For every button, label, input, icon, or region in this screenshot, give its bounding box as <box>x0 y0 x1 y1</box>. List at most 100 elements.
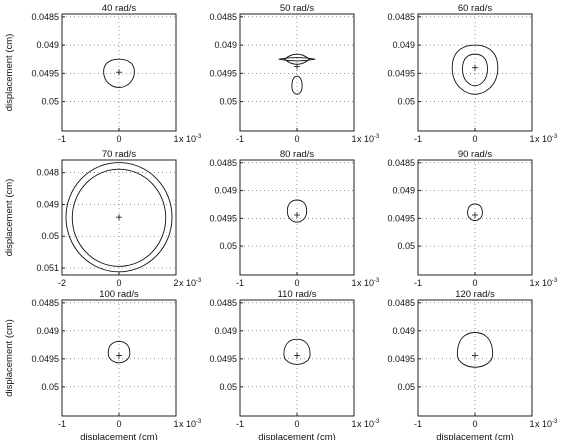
x-exponent-label: x 10-3 <box>179 278 202 288</box>
subplot-title: 80 rad/s <box>280 149 315 160</box>
x-tick-label: 1 <box>173 134 178 144</box>
x-exponent-label: x 10-3 <box>535 419 558 429</box>
y-tick-label: 0.049 <box>36 40 59 50</box>
y-tick-label: 0.05 <box>41 382 59 392</box>
x-tick-label: 1 <box>173 419 178 429</box>
y-tick-label: 0.0485 <box>31 298 59 308</box>
x-tick-label: 0 <box>294 419 299 429</box>
x-exponent-power: -3 <box>374 419 380 425</box>
y-tick-label: 0.0495 <box>209 68 237 78</box>
y-tick-label: 0.049 <box>392 40 415 50</box>
y-tick-label: 0.0485 <box>209 298 237 308</box>
x-tick-label: 1 <box>351 278 356 288</box>
x-axis-label: displacement (cm) <box>258 432 336 440</box>
y-tick-label: 0.0495 <box>31 354 59 364</box>
x-tick-label: 0 <box>294 134 299 144</box>
x-exponent-label: x 10-3 <box>357 419 380 429</box>
x-tick-label: -2 <box>58 278 66 288</box>
subplot-4: -2 0 2 x 10-3 0.048 0.049 0.05 0.051 70 rad/s dis… <box>4 149 202 288</box>
y-tick-label: 0.0495 <box>209 354 237 364</box>
y-tick-label: 0.0485 <box>209 158 237 168</box>
x-exponent-label: x 10-3 <box>535 278 558 288</box>
y-tick-label: 0.05 <box>219 241 237 251</box>
x-exponent-power: -3 <box>196 134 202 140</box>
y-tick-label: 0.0495 <box>387 354 415 364</box>
x-exponent-label: x 10-3 <box>357 134 380 144</box>
y-tick-label: 0.049 <box>392 326 415 336</box>
orbit-curve <box>286 199 308 223</box>
subplot-9: -1 0 1 x 10-3 0.0485 0.049 0.0495 0.05 120 rad/s… <box>387 289 558 440</box>
subplot-title: 70 rad/s <box>102 149 137 160</box>
y-axis-label: displacement (cm) <box>4 179 15 257</box>
y-tick-label: 0.0495 <box>31 68 59 78</box>
subplot-2: -1 0 1 x 10-3 0.0485 0.049 0.0495 0.05 50 rad/s <box>209 3 380 144</box>
x-exponent-power: -3 <box>374 278 380 284</box>
y-tick-label: 0.05 <box>397 241 415 251</box>
y-tick-label: 0.0495 <box>387 213 415 223</box>
x-tick-label: 0 <box>472 278 477 288</box>
subplot-title: 120 rad/s <box>455 289 495 300</box>
orbit-curve <box>278 57 316 62</box>
subplot-6: -1 0 1 x 10-3 0.0485 0.049 0.0495 0.05 90 rad/s <box>387 149 558 288</box>
x-tick-label: 2 <box>173 278 178 288</box>
y-axis-label: displacement (cm) <box>4 319 15 397</box>
y-tick-label: 0.048 <box>36 168 59 178</box>
orbit-curve <box>71 168 167 267</box>
y-tick-label: 0.0495 <box>387 68 415 78</box>
x-tick-label: 0 <box>472 134 477 144</box>
x-tick-label: -1 <box>414 278 422 288</box>
subplot-3: -1 0 1 x 10-3 0.0485 0.049 0.0495 0.05 60 rad/s <box>387 3 558 144</box>
x-tick-label: 0 <box>116 134 121 144</box>
x-exponent-power: -3 <box>196 278 202 284</box>
subplot-8: -1 0 1 x 10-3 0.0485 0.049 0.0495 0.05 110 rad/s… <box>209 289 380 440</box>
x-tick-label: -1 <box>58 419 66 429</box>
subplot-title: 60 rad/s <box>458 3 493 14</box>
subplot-title: 110 rad/s <box>278 289 317 300</box>
x-tick-label: 0 <box>116 419 121 429</box>
x-tick-label: -1 <box>236 134 244 144</box>
y-tick-label: 0.0485 <box>387 298 415 308</box>
x-exponent-power: -3 <box>552 134 558 140</box>
x-tick-label: 1 <box>351 419 356 429</box>
x-exponent-power: -3 <box>552 419 558 425</box>
orbit-curve <box>103 58 135 88</box>
y-tick-label: 0.051 <box>36 263 59 273</box>
y-tick-label: 0.049 <box>214 326 237 336</box>
y-tick-label: 0.049 <box>36 326 59 336</box>
x-axis-label: displacement (cm) <box>80 432 158 440</box>
subplot-title: 50 rad/s <box>280 3 315 14</box>
axes-frame <box>239 13 355 132</box>
subplot-title: 40 rad/s <box>102 3 137 14</box>
orbit-curve <box>291 75 303 95</box>
subplot-title: 100 rad/s <box>99 289 139 300</box>
y-tick-label: 0.0485 <box>387 12 415 22</box>
y-tick-label: 0.049 <box>214 40 237 50</box>
axes-frame <box>417 13 533 132</box>
x-tick-label: 1 <box>529 278 534 288</box>
x-tick-label: -1 <box>414 419 422 429</box>
subplot-5: -1 0 1 x 10-3 0.0485 0.049 0.0495 0.05 80 rad/s <box>209 149 380 288</box>
subplot-title: 90 rad/s <box>458 149 493 160</box>
y-tick-label: 0.05 <box>41 231 59 241</box>
x-exponent-label: x 10-3 <box>357 278 380 288</box>
y-tick-label: 0.049 <box>392 186 415 196</box>
orbit-curve <box>467 203 483 222</box>
y-tick-label: 0.05 <box>219 382 237 392</box>
x-tick-label: 0 <box>294 278 299 288</box>
x-tick-label: -1 <box>236 278 244 288</box>
y-tick-label: 0.05 <box>397 382 415 392</box>
subplot-1: -1 0 1 x 10-3 0.0485 0.049 0.0495 0.05 40 rad/s d… <box>4 3 202 144</box>
x-exponent-label: x 10-3 <box>179 134 202 144</box>
y-tick-label: 0.05 <box>397 97 415 107</box>
orbit-curve <box>456 332 494 368</box>
x-tick-label: 1 <box>529 134 534 144</box>
y-tick-label: 0.0495 <box>209 213 237 223</box>
x-tick-label: 0 <box>116 278 121 288</box>
y-tick-label: 0.049 <box>36 199 59 209</box>
x-tick-label: 1 <box>351 134 356 144</box>
y-tick-label: 0.0485 <box>387 158 415 168</box>
orbit-curve <box>462 53 488 87</box>
y-tick-label: 0.05 <box>219 97 237 107</box>
y-tick-label: 0.0485 <box>31 12 59 22</box>
